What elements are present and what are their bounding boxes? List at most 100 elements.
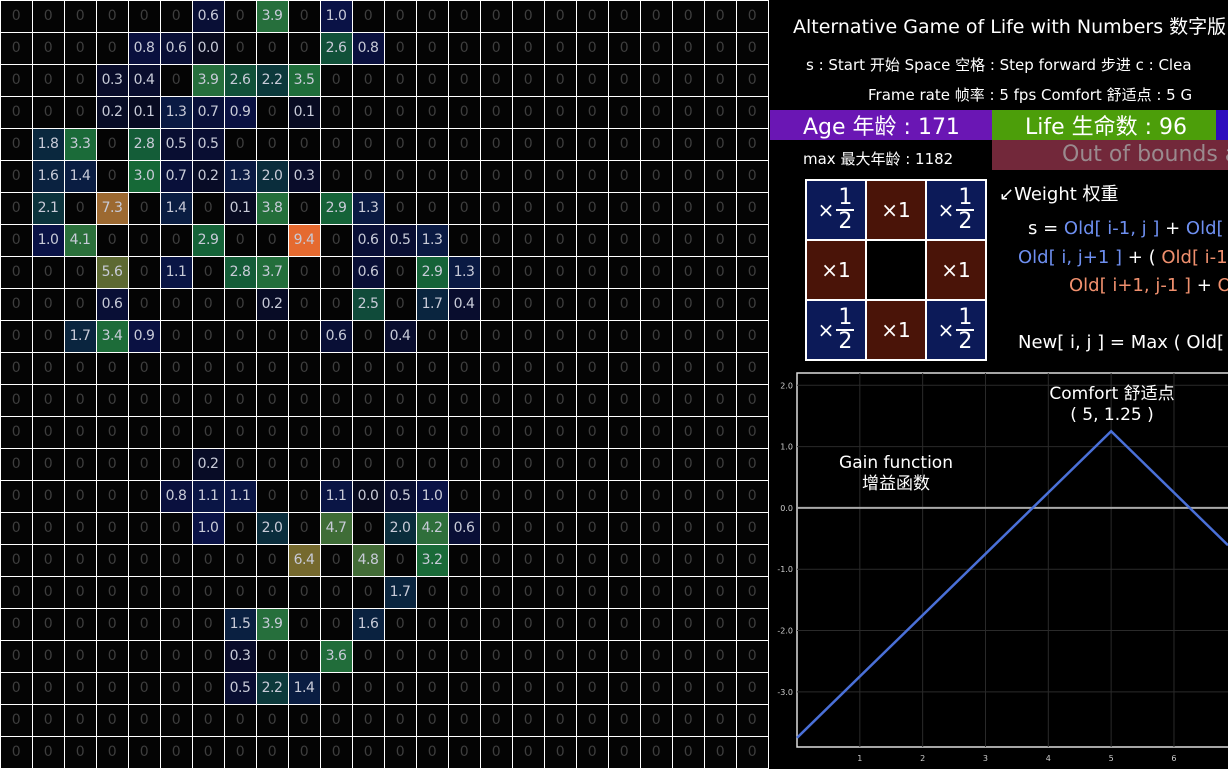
grid-cell[interactable]: 0.1 bbox=[287, 95, 321, 129]
grid-cell[interactable]: 0 bbox=[63, 351, 97, 385]
grid-cell[interactable]: 0 bbox=[383, 127, 417, 161]
grid-cell[interactable]: 0 bbox=[0, 639, 33, 673]
grid-cell[interactable]: 0 bbox=[543, 671, 577, 705]
grid-cell[interactable]: 0 bbox=[319, 735, 353, 769]
grid-cell[interactable]: 0 bbox=[95, 671, 129, 705]
grid-cell[interactable]: 0 bbox=[639, 159, 673, 193]
grid-cell[interactable]: 0 bbox=[319, 543, 353, 577]
grid-cell[interactable]: 0 bbox=[479, 383, 513, 417]
grid-cell[interactable]: 0 bbox=[639, 191, 673, 225]
grid-cell[interactable]: 0 bbox=[0, 511, 33, 545]
grid-cell[interactable]: 0 bbox=[287, 447, 321, 481]
grid-cell[interactable]: 0 bbox=[415, 127, 449, 161]
grid-cell[interactable]: 0 bbox=[0, 31, 33, 65]
grid-cell[interactable]: 0 bbox=[703, 31, 737, 65]
grid-cell[interactable]: 0 bbox=[127, 415, 161, 449]
grid-cell[interactable]: 0 bbox=[255, 31, 289, 65]
grid-cell[interactable]: 0 bbox=[255, 639, 289, 673]
grid-cell[interactable]: 0 bbox=[639, 607, 673, 641]
grid-cell[interactable]: 1.1 bbox=[159, 255, 193, 289]
grid-cell[interactable]: 0 bbox=[671, 479, 705, 513]
grid-cell[interactable]: 0 bbox=[447, 415, 481, 449]
grid-cell[interactable]: 0 bbox=[447, 159, 481, 193]
grid-cell[interactable]: 0 bbox=[63, 287, 97, 321]
grid-cell[interactable]: 0.3 bbox=[287, 159, 321, 193]
grid-cell[interactable]: 0 bbox=[127, 639, 161, 673]
number-grid[interactable]: 0 0 0 0 0 0 0.6 0 3.9 0 1.0 0 0 0 0 0 0 0 0 0 0 0 0 0 0 0 0 0 0.8 0.6… bbox=[0, 0, 769, 769]
grid-cell[interactable]: 0 bbox=[735, 415, 769, 449]
grid-cell[interactable]: 0.6 bbox=[351, 255, 385, 289]
grid-cell[interactable]: 0 bbox=[447, 31, 481, 65]
grid-cell[interactable]: 0 bbox=[255, 703, 289, 737]
grid-cell[interactable]: 0 bbox=[351, 415, 385, 449]
grid-cell[interactable]: 0 bbox=[447, 703, 481, 737]
grid-cell[interactable]: 0 bbox=[0, 575, 33, 609]
grid-cell[interactable]: 0 bbox=[543, 607, 577, 641]
grid-cell[interactable]: 0 bbox=[383, 639, 417, 673]
grid-cell[interactable]: 3.9 bbox=[255, 0, 289, 33]
grid-cell[interactable]: 0 bbox=[703, 735, 737, 769]
grid-cell[interactable]: 0 bbox=[703, 575, 737, 609]
grid-cell[interactable]: 0 bbox=[319, 351, 353, 385]
grid-cell[interactable]: 1.7 bbox=[383, 575, 417, 609]
grid-cell[interactable]: 0 bbox=[223, 575, 257, 609]
grid-cell[interactable]: 0 bbox=[351, 575, 385, 609]
grid-cell[interactable]: 0 bbox=[159, 607, 193, 641]
grid-cell[interactable]: 3.3 bbox=[63, 127, 97, 161]
grid-cell[interactable]: 0 bbox=[223, 223, 257, 257]
grid-cell[interactable]: 0 bbox=[511, 191, 545, 225]
grid-cell[interactable]: 0 bbox=[735, 447, 769, 481]
grid-cell[interactable]: 0 bbox=[383, 607, 417, 641]
grid-cell[interactable]: 0 bbox=[351, 63, 385, 97]
grid-cell[interactable]: 0 bbox=[159, 703, 193, 737]
grid-cell[interactable]: 0 bbox=[703, 95, 737, 129]
grid-cell[interactable]: 0 bbox=[543, 479, 577, 513]
grid-cell[interactable]: 0 bbox=[671, 671, 705, 705]
grid-cell[interactable]: 0 bbox=[543, 415, 577, 449]
grid-cell[interactable]: 0 bbox=[479, 191, 513, 225]
grid-cell[interactable]: 0 bbox=[511, 159, 545, 193]
grid-cell[interactable]: 0 bbox=[479, 479, 513, 513]
grid-cell[interactable]: 0 bbox=[319, 255, 353, 289]
grid-cell[interactable]: 0 bbox=[63, 191, 97, 225]
grid-cell[interactable]: 3.0 bbox=[127, 159, 161, 193]
grid-cell[interactable]: 0 bbox=[543, 447, 577, 481]
grid-cell[interactable]: 0 bbox=[255, 319, 289, 353]
grid-cell[interactable]: 0 bbox=[95, 703, 129, 737]
grid-cell[interactable]: 0 bbox=[0, 0, 33, 33]
grid-cell[interactable]: 0 bbox=[95, 735, 129, 769]
grid-cell[interactable]: 0 bbox=[735, 31, 769, 65]
grid-cell[interactable]: 2.8 bbox=[223, 255, 257, 289]
grid-cell[interactable]: 3.7 bbox=[255, 255, 289, 289]
grid-cell[interactable]: 0 bbox=[703, 255, 737, 289]
grid-cell[interactable]: 0 bbox=[159, 543, 193, 577]
grid-cell[interactable]: 0 bbox=[607, 575, 641, 609]
grid-cell[interactable]: 0 bbox=[223, 703, 257, 737]
grid-cell[interactable]: 0 bbox=[511, 447, 545, 481]
grid-cell[interactable]: 0 bbox=[735, 255, 769, 289]
grid-cell[interactable]: 1.4 bbox=[63, 159, 97, 193]
grid-cell[interactable]: 0 bbox=[159, 575, 193, 609]
grid-cell[interactable]: 0 bbox=[735, 0, 769, 33]
grid-cell[interactable]: 0 bbox=[479, 159, 513, 193]
grid-cell[interactable]: 0 bbox=[447, 95, 481, 129]
grid-cell[interactable]: 0 bbox=[607, 415, 641, 449]
grid-cell[interactable]: 0 bbox=[63, 575, 97, 609]
grid-cell[interactable]: 0 bbox=[255, 351, 289, 385]
grid-cell[interactable]: 0 bbox=[479, 447, 513, 481]
grid-cell[interactable]: 0 bbox=[511, 127, 545, 161]
grid-cell[interactable]: 2.1 bbox=[31, 191, 65, 225]
grid-cell[interactable]: 0 bbox=[287, 383, 321, 417]
grid-cell[interactable]: 0 bbox=[191, 575, 225, 609]
grid-cell[interactable]: 0 bbox=[191, 255, 225, 289]
grid-cell[interactable]: 0 bbox=[0, 95, 33, 129]
grid-cell[interactable]: 0 bbox=[511, 671, 545, 705]
grid-cell[interactable]: 0 bbox=[639, 735, 673, 769]
grid-cell[interactable]: 0 bbox=[383, 191, 417, 225]
grid-cell[interactable]: 0 bbox=[415, 735, 449, 769]
grid-cell[interactable]: 0 bbox=[671, 159, 705, 193]
grid-cell[interactable]: 0 bbox=[607, 671, 641, 705]
grid-cell[interactable]: 0 bbox=[703, 447, 737, 481]
grid-cell[interactable]: 0 bbox=[607, 223, 641, 257]
grid-cell[interactable]: 0 bbox=[607, 159, 641, 193]
